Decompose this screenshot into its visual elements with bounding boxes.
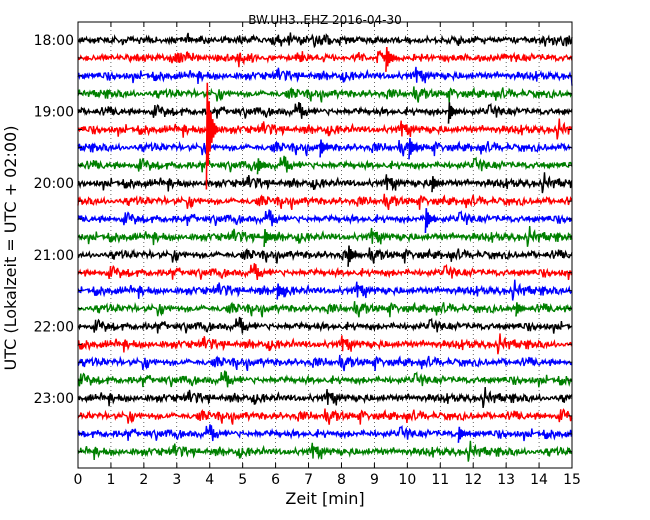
seismic-trace bbox=[77, 354, 573, 372]
x-tick-label: 9 bbox=[370, 472, 379, 488]
seismic-trace bbox=[77, 118, 573, 140]
seismic-event bbox=[276, 283, 290, 300]
x-tick-label: 4 bbox=[205, 472, 214, 488]
seismic-trace bbox=[77, 279, 573, 301]
seismic-event bbox=[319, 139, 333, 158]
x-tick-label: 13 bbox=[497, 472, 515, 488]
seismic-event bbox=[205, 82, 219, 190]
seismic-event bbox=[515, 302, 529, 317]
seismic-trace bbox=[77, 424, 573, 442]
x-tick-label: 8 bbox=[337, 472, 346, 488]
y-tick-label: 19:00 bbox=[34, 105, 74, 121]
seismic-trace bbox=[77, 408, 573, 425]
y-tick-label: 18:00 bbox=[34, 33, 74, 49]
x-tick-label: 1 bbox=[106, 472, 115, 488]
x-tick-label: 2 bbox=[139, 472, 148, 488]
x-tick-label: 7 bbox=[304, 472, 313, 488]
y-axis-label: UTC (Lokalzeit = UTC + 02:00) bbox=[1, 126, 20, 371]
seismic-trace bbox=[77, 333, 573, 355]
seismic-trace bbox=[77, 316, 573, 334]
seismic-trace bbox=[77, 102, 573, 119]
x-tick-label: 10 bbox=[398, 472, 416, 488]
seismic-trace bbox=[77, 263, 573, 280]
trace-group bbox=[77, 32, 573, 462]
x-tick-label: 12 bbox=[464, 472, 482, 488]
x-tick-label: 3 bbox=[172, 472, 181, 488]
seismic-trace bbox=[77, 86, 573, 103]
x-axis-label: Zeit [min] bbox=[285, 489, 364, 508]
seismic-event bbox=[347, 245, 361, 267]
seismic-trace bbox=[77, 225, 573, 247]
seismic-trace bbox=[77, 387, 573, 409]
seismic-event bbox=[256, 158, 270, 175]
y-tick-label: 21:00 bbox=[34, 248, 74, 264]
x-tick-label: 14 bbox=[530, 472, 548, 488]
x-tick-label: 5 bbox=[238, 472, 247, 488]
seismic-trace bbox=[77, 49, 573, 68]
seismic-trace bbox=[77, 209, 573, 227]
seismic-event bbox=[408, 138, 422, 160]
x-tick-label: 15 bbox=[563, 472, 581, 488]
chart-title: BW.UH3..EHZ 2016-04-30 bbox=[248, 13, 402, 27]
seismic-trace bbox=[77, 193, 573, 211]
x-tick-label: 6 bbox=[271, 472, 280, 488]
x-axis: 0 1 2 3 4 5 6 7 8 9 10 11 12 13 14 15 bbox=[74, 22, 581, 488]
seismic-trace bbox=[77, 66, 573, 86]
seismic-trace bbox=[77, 172, 573, 194]
plot-frame bbox=[77, 21, 573, 469]
seismic-trace bbox=[77, 301, 573, 318]
seismic-trace bbox=[77, 155, 573, 173]
seismic-event bbox=[263, 229, 277, 247]
y-tick-label: 20:00 bbox=[34, 176, 74, 192]
x-tick-label: 11 bbox=[431, 472, 449, 488]
seismic-event bbox=[457, 426, 471, 443]
x-tick-label: 0 bbox=[74, 472, 83, 488]
y-tick-label: 23:00 bbox=[34, 391, 74, 407]
seismic-trace bbox=[77, 440, 573, 462]
seismic-event bbox=[385, 46, 399, 72]
seismic-trace bbox=[77, 370, 573, 388]
seismic-event bbox=[447, 102, 461, 124]
seismic-trace bbox=[77, 247, 573, 264]
seismic-event bbox=[424, 208, 438, 234]
y-tick-label: 22:00 bbox=[34, 319, 74, 335]
y-axis: 18:00 19:00 20:00 21:00 22:00 23:00 bbox=[34, 33, 572, 453]
seismic-trace bbox=[78, 32, 573, 49]
seismic-event bbox=[431, 176, 445, 193]
